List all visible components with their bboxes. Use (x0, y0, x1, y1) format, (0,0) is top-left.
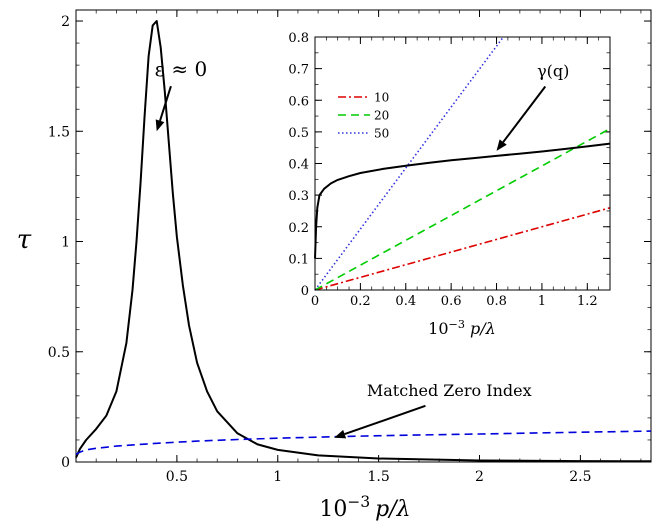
main-x-tick-label: 1 (273, 469, 282, 485)
inset-x-tick-label: 1.2 (577, 294, 598, 309)
inset-x-tick-label: 0.6 (441, 294, 462, 309)
main-series-line-0 (75, 20, 652, 463)
main-x-tick-label: 2.5 (569, 469, 591, 485)
main-x-tick-label: 1.5 (367, 469, 389, 485)
main-y-axis-label: τ (17, 225, 32, 255)
inset-legend-label-0: 10 (374, 91, 389, 105)
main-y-tick-label: 0.5 (48, 345, 70, 361)
main-annotation-arrow-head-1 (334, 429, 347, 439)
inset-y-tick-label: 0.7 (288, 63, 309, 78)
main-annotation-arrow-head-0 (155, 119, 165, 132)
inset-series-line-3 (314, 142, 611, 259)
inset-series-line-0 (314, 207, 611, 291)
inset-series-group (314, 36, 611, 291)
main-plot-frame (75, 9, 652, 463)
inset-x-tick-label: 0.4 (395, 294, 416, 309)
inset-annotation-arrow-shaft-0 (502, 85, 547, 143)
inset-series-line-2 (314, 36, 504, 291)
inset-annotation-arrow-head-0 (496, 139, 507, 151)
inset-background (315, 37, 610, 290)
main-annotation-text-1: Matched Zero Index (367, 381, 532, 400)
inset-x-tick-label: 1 (538, 294, 546, 309)
inset-x-tick-label: 0 (311, 294, 319, 309)
main-axis-ticks: 0.5 1 1.5 2 2.5 0 0.5 1 1.5 2 (48, 10, 651, 485)
inset-x-tick-label: 0.8 (486, 294, 507, 309)
inset-y-tick-label: 0.5 (288, 126, 309, 141)
main-annotations: ε ≈ 0 Matched Zero Index (155, 57, 532, 439)
inset-annotation-text-0: γ(q) (537, 62, 569, 81)
main-x-tick-label: 2 (475, 469, 484, 485)
main-x-tick-label: 0.5 (166, 469, 188, 485)
inset-x-tick-label: 0.2 (350, 294, 371, 309)
main-y-tick-label: 0 (61, 455, 70, 471)
inset-y-tick-label: 0.2 (288, 221, 309, 236)
inset-legend-label-1: 20 (374, 109, 389, 123)
main-series-group (75, 20, 652, 463)
inset-y-tick-label: 0.8 (288, 31, 309, 46)
inset-legend-label-2: 50 (374, 127, 389, 141)
inset-y-tick-label: 0 (301, 284, 309, 299)
main-series-line-1 (75, 430, 652, 456)
main-y-tick-label: 1.5 (48, 124, 70, 140)
inset-series-line-1 (314, 127, 611, 291)
inset-y-tick-label: 0.3 (288, 189, 309, 204)
main-y-tick-label: 2 (61, 14, 70, 30)
inset-annotations: γ(q) (496, 62, 569, 151)
main-annotation-arrow-shaft-1 (344, 404, 426, 436)
main-y-tick-label: 1 (61, 235, 70, 251)
inset-y-tick-label: 0.1 (288, 252, 309, 267)
main-annotation-arrow-shaft-0 (159, 85, 172, 122)
main-plot: 0.5 1 1.5 2 2.5 0 0.5 1 1.5 2 ε ≈ 0 Matched Zero I… (17, 9, 652, 522)
inset-y-tick-label: 0.6 (288, 94, 309, 109)
main-annotation-text-0: ε ≈ 0 (155, 57, 208, 81)
inset-x-axis-label: 10−3 p/λ (428, 318, 496, 339)
main-x-axis-label: 10−3 p/λ (319, 493, 410, 522)
inset-plot: 0 0.2 0.4 0.6 0.8 1 1.2 0 0.1 0.2 0.3 0.4 0.5 0.6 0.7 0… (288, 31, 611, 339)
inset-legend: 10 20 50 (338, 91, 389, 141)
inset-y-tick-label: 0.4 (288, 158, 309, 173)
inset-plot-frame (314, 36, 611, 291)
